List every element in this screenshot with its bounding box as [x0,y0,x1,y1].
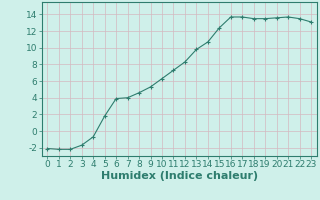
X-axis label: Humidex (Indice chaleur): Humidex (Indice chaleur) [100,171,258,181]
